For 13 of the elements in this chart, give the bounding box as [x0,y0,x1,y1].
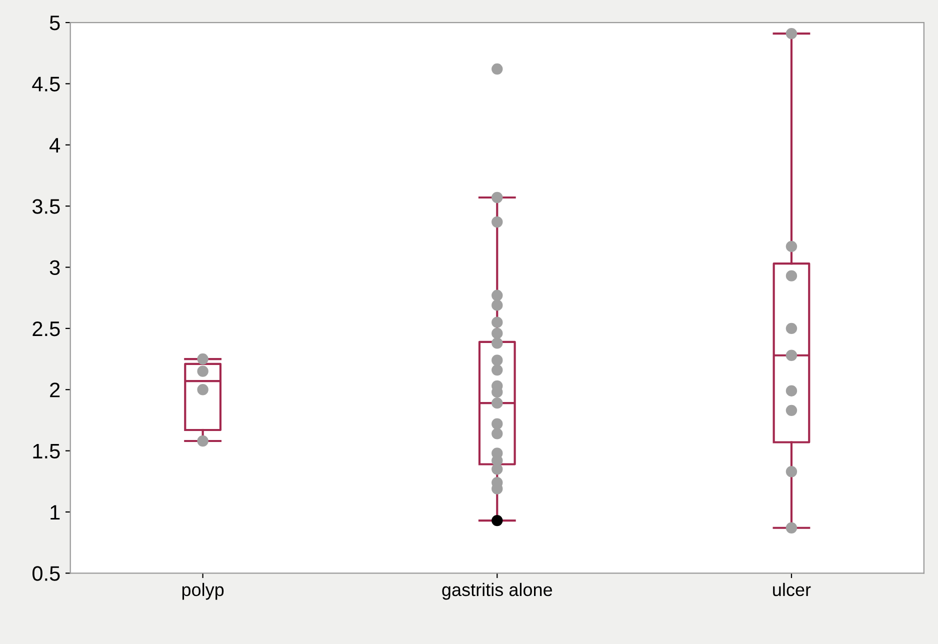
y-tick-label: 5 [50,16,60,30]
y-tick-label: 1.5 [33,444,60,459]
x-tick-label: polyp [182,582,224,600]
y-tick-label: 3.5 [32,199,60,214]
y-tick-label: 2.5 [32,321,60,336]
x-tick-label: gastritis alone [442,582,552,600]
y-tick-label: 1 [50,505,60,520]
y-tick-label: 3 [50,260,60,276]
y-tick-label: 2 [50,382,60,398]
y-tick-label: 4.5 [32,76,60,92]
y-tick-label: 0.5 [32,566,60,581]
y-tick-label: 4 [50,138,60,152]
x-tick-label: ulcer [773,582,811,596]
